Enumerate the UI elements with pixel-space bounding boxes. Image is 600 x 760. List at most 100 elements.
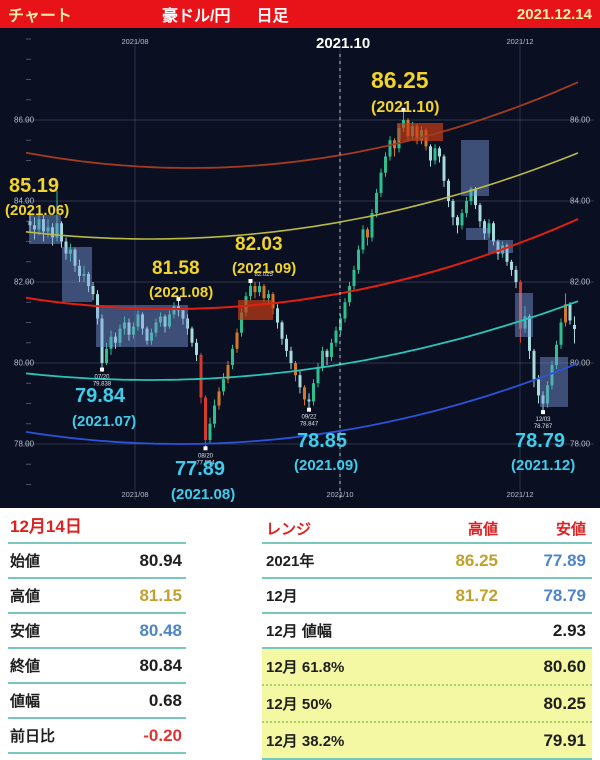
title-bar: チャート 豪ドル/円 日足 2021.12.14 <box>0 0 600 28</box>
row-label: 12月 <box>266 588 298 605</box>
swing-point-dot <box>100 367 104 372</box>
swing-annotation-period: (2021.08) <box>149 284 213 301</box>
swing-annotation-period: (2021.10) <box>371 99 440 116</box>
daily-table-row: 高値 81.15 <box>8 579 186 614</box>
highlight-zone <box>96 305 188 347</box>
row-value: 80.94 <box>139 550 182 570</box>
daily-table-row: 終値 80.84 <box>8 649 186 684</box>
currency-pair-label: 豪ドル/円 <box>162 8 231 25</box>
summary-tables: 12月14日 始値 80.94 高値 81.15 安値 80.48 終値 80.84 値… <box>0 508 600 760</box>
swing-point-dot <box>176 297 181 302</box>
row-value: 2.93 <box>552 620 586 640</box>
x-axis-label: 2021/08 <box>121 490 148 499</box>
low-value: 78.79 <box>543 585 586 605</box>
swing-annotation-period: (2021.09) <box>232 260 296 277</box>
trend-arc <box>25 362 579 445</box>
swing-point-value: 79.838 <box>93 382 112 388</box>
highlight-zone <box>397 123 443 141</box>
range-table: レンジ 高値 安値 2021年 86.25 77.89 12月 81.72 78.… <box>262 514 592 760</box>
trend-arc <box>25 300 579 381</box>
row-value: 79.91 <box>543 730 586 750</box>
daily-quote-table: 12月14日 始値 80.94 高値 81.15 安値 80.48 終値 80.84 値… <box>8 514 186 754</box>
candlestick-chart: 86.00 86.00 84.00 84.00 82.00 82.00 80.00 80.00… <box>0 28 600 508</box>
swing-annotation-period: (2021.06) <box>5 202 69 219</box>
fibonacci-row: 12月 50% 80.25 <box>262 686 592 723</box>
y-axis-label: 80.00 <box>14 359 35 368</box>
row-value: 80.84 <box>139 655 182 675</box>
x-axis-label: 2021/10 <box>326 490 353 499</box>
trend-arc <box>25 218 579 310</box>
low-value: 77.89 <box>543 550 586 570</box>
y-axis-label: 82.00 <box>570 278 591 287</box>
daily-table-title: 12月14日 <box>10 517 82 536</box>
range-table-row: 2021年 86.25 77.89 <box>262 544 592 579</box>
y-axis-label: 86.00 <box>570 116 591 125</box>
swing-point-date: 07/20 <box>94 375 110 381</box>
y-axis-label: 84.00 <box>14 197 35 206</box>
row-value: 81.15 <box>139 585 182 605</box>
swing-annotation-price: 85.19 <box>9 175 59 197</box>
trend-arc <box>25 152 579 240</box>
chart-canvas: 86.00 86.00 84.00 84.00 82.00 82.00 80.00 80.00… <box>5 35 594 503</box>
low-col-header: 安値 <box>555 520 586 538</box>
highlight-zone <box>461 140 489 196</box>
date-label: 2021.12.14 <box>516 5 592 23</box>
swing-point-dot <box>307 407 311 412</box>
daily-table-row: 値幅 0.68 <box>8 684 186 719</box>
range-table-header: レンジ 高値 安値 <box>262 514 592 542</box>
row-label: 始値 <box>10 553 41 570</box>
swing-annotation-period: (2021.09) <box>294 457 358 474</box>
swing-point-dot <box>541 410 545 415</box>
swing-annotation-period: (2021.07) <box>72 413 136 430</box>
row-value: 80.48 <box>139 620 182 640</box>
y-axis-label: 78.00 <box>570 440 591 449</box>
y-axis-label: 78.00 <box>14 440 35 449</box>
trend-arc <box>25 81 579 169</box>
swing-point-dot <box>248 278 253 283</box>
row-label: 前日比 <box>10 728 56 745</box>
high-col-header: 高値 <box>467 520 498 538</box>
row-value: 80.60 <box>543 656 586 676</box>
row-label: 値幅 <box>10 693 41 710</box>
swing-point-dot <box>401 107 406 112</box>
row-label: 2021年 <box>266 553 315 570</box>
period-marker-label: 2021.10 <box>316 35 370 52</box>
swing-annotation-price: 78.85 <box>297 430 347 452</box>
swing-annotation-period: (2021.12) <box>511 457 575 474</box>
row-value: 0.68 <box>148 690 182 710</box>
daily-table-row: 前日比 -0.20 <box>8 719 186 754</box>
highlight-zone <box>62 247 92 302</box>
row-label: 12月 値幅 <box>266 623 332 640</box>
highlight-zone <box>29 215 61 244</box>
swing-annotation-price: 81.58 <box>152 258 200 279</box>
high-value: 86.25 <box>455 550 498 570</box>
swing-annotation-price: 78.79 <box>515 430 565 452</box>
daily-table-row: 始値 80.94 <box>8 544 186 579</box>
range-table-row: 12月 81.72 78.79 <box>262 579 592 614</box>
swing-annotation-price: 79.84 <box>75 385 126 407</box>
highlight-zone <box>540 357 568 407</box>
y-axis-label: 82.00 <box>14 278 35 287</box>
y-axis-label: 80.00 <box>570 359 591 368</box>
high-value: 81.72 <box>455 585 498 605</box>
swing-point-dot <box>203 446 208 451</box>
row-label: 高値 <box>10 588 41 605</box>
x-axis-label: 2021/12 <box>506 490 533 499</box>
swing-point-value: 78.847 <box>300 422 319 428</box>
fibonacci-row: 12月 38.2% 79.91 <box>262 723 592 760</box>
fibonacci-block: 12月 61.8% 80.60 12月 50% 80.25 12月 38.2% 79… <box>262 649 592 760</box>
daily-table-row: 安値 80.48 <box>8 614 186 649</box>
app-title: チャート <box>8 8 72 25</box>
swing-annotation-price: 86.25 <box>371 67 429 93</box>
swing-point-date: 08/20 <box>198 453 214 459</box>
swing-point-date: 09/22 <box>301 415 317 421</box>
y-axis-label: 86.00 <box>14 116 35 125</box>
highlight-zone <box>515 293 533 337</box>
row-label: 12月 61.8% <box>266 659 345 676</box>
row-value: 80.25 <box>543 693 586 713</box>
fibonacci-row: 12月 61.8% 80.60 <box>262 649 592 686</box>
swing-annotation-price: 82.03 <box>235 234 283 255</box>
highlight-zone <box>488 240 513 253</box>
timeframe-label: 日足 <box>256 8 289 25</box>
range-width-row: 12月 値幅 2.93 <box>262 614 592 649</box>
